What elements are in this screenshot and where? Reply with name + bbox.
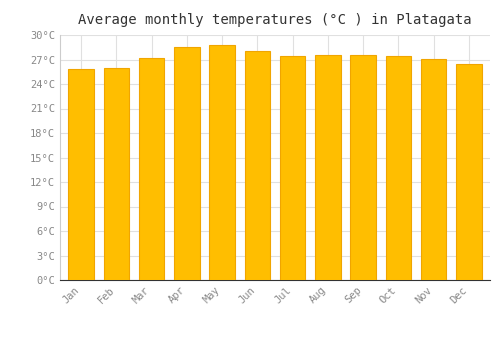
Bar xyxy=(386,56,411,280)
Bar xyxy=(174,47,200,280)
Bar xyxy=(68,69,94,280)
Bar xyxy=(139,58,164,280)
Bar xyxy=(315,55,340,280)
Bar xyxy=(456,64,481,280)
Bar xyxy=(244,50,270,280)
Bar xyxy=(210,45,235,280)
Title: Average monthly temperatures (°C ) in Platagata: Average monthly temperatures (°C ) in Pl… xyxy=(78,13,472,27)
Bar xyxy=(280,56,305,280)
Bar xyxy=(104,68,129,280)
Bar xyxy=(350,55,376,280)
Bar xyxy=(421,59,446,280)
